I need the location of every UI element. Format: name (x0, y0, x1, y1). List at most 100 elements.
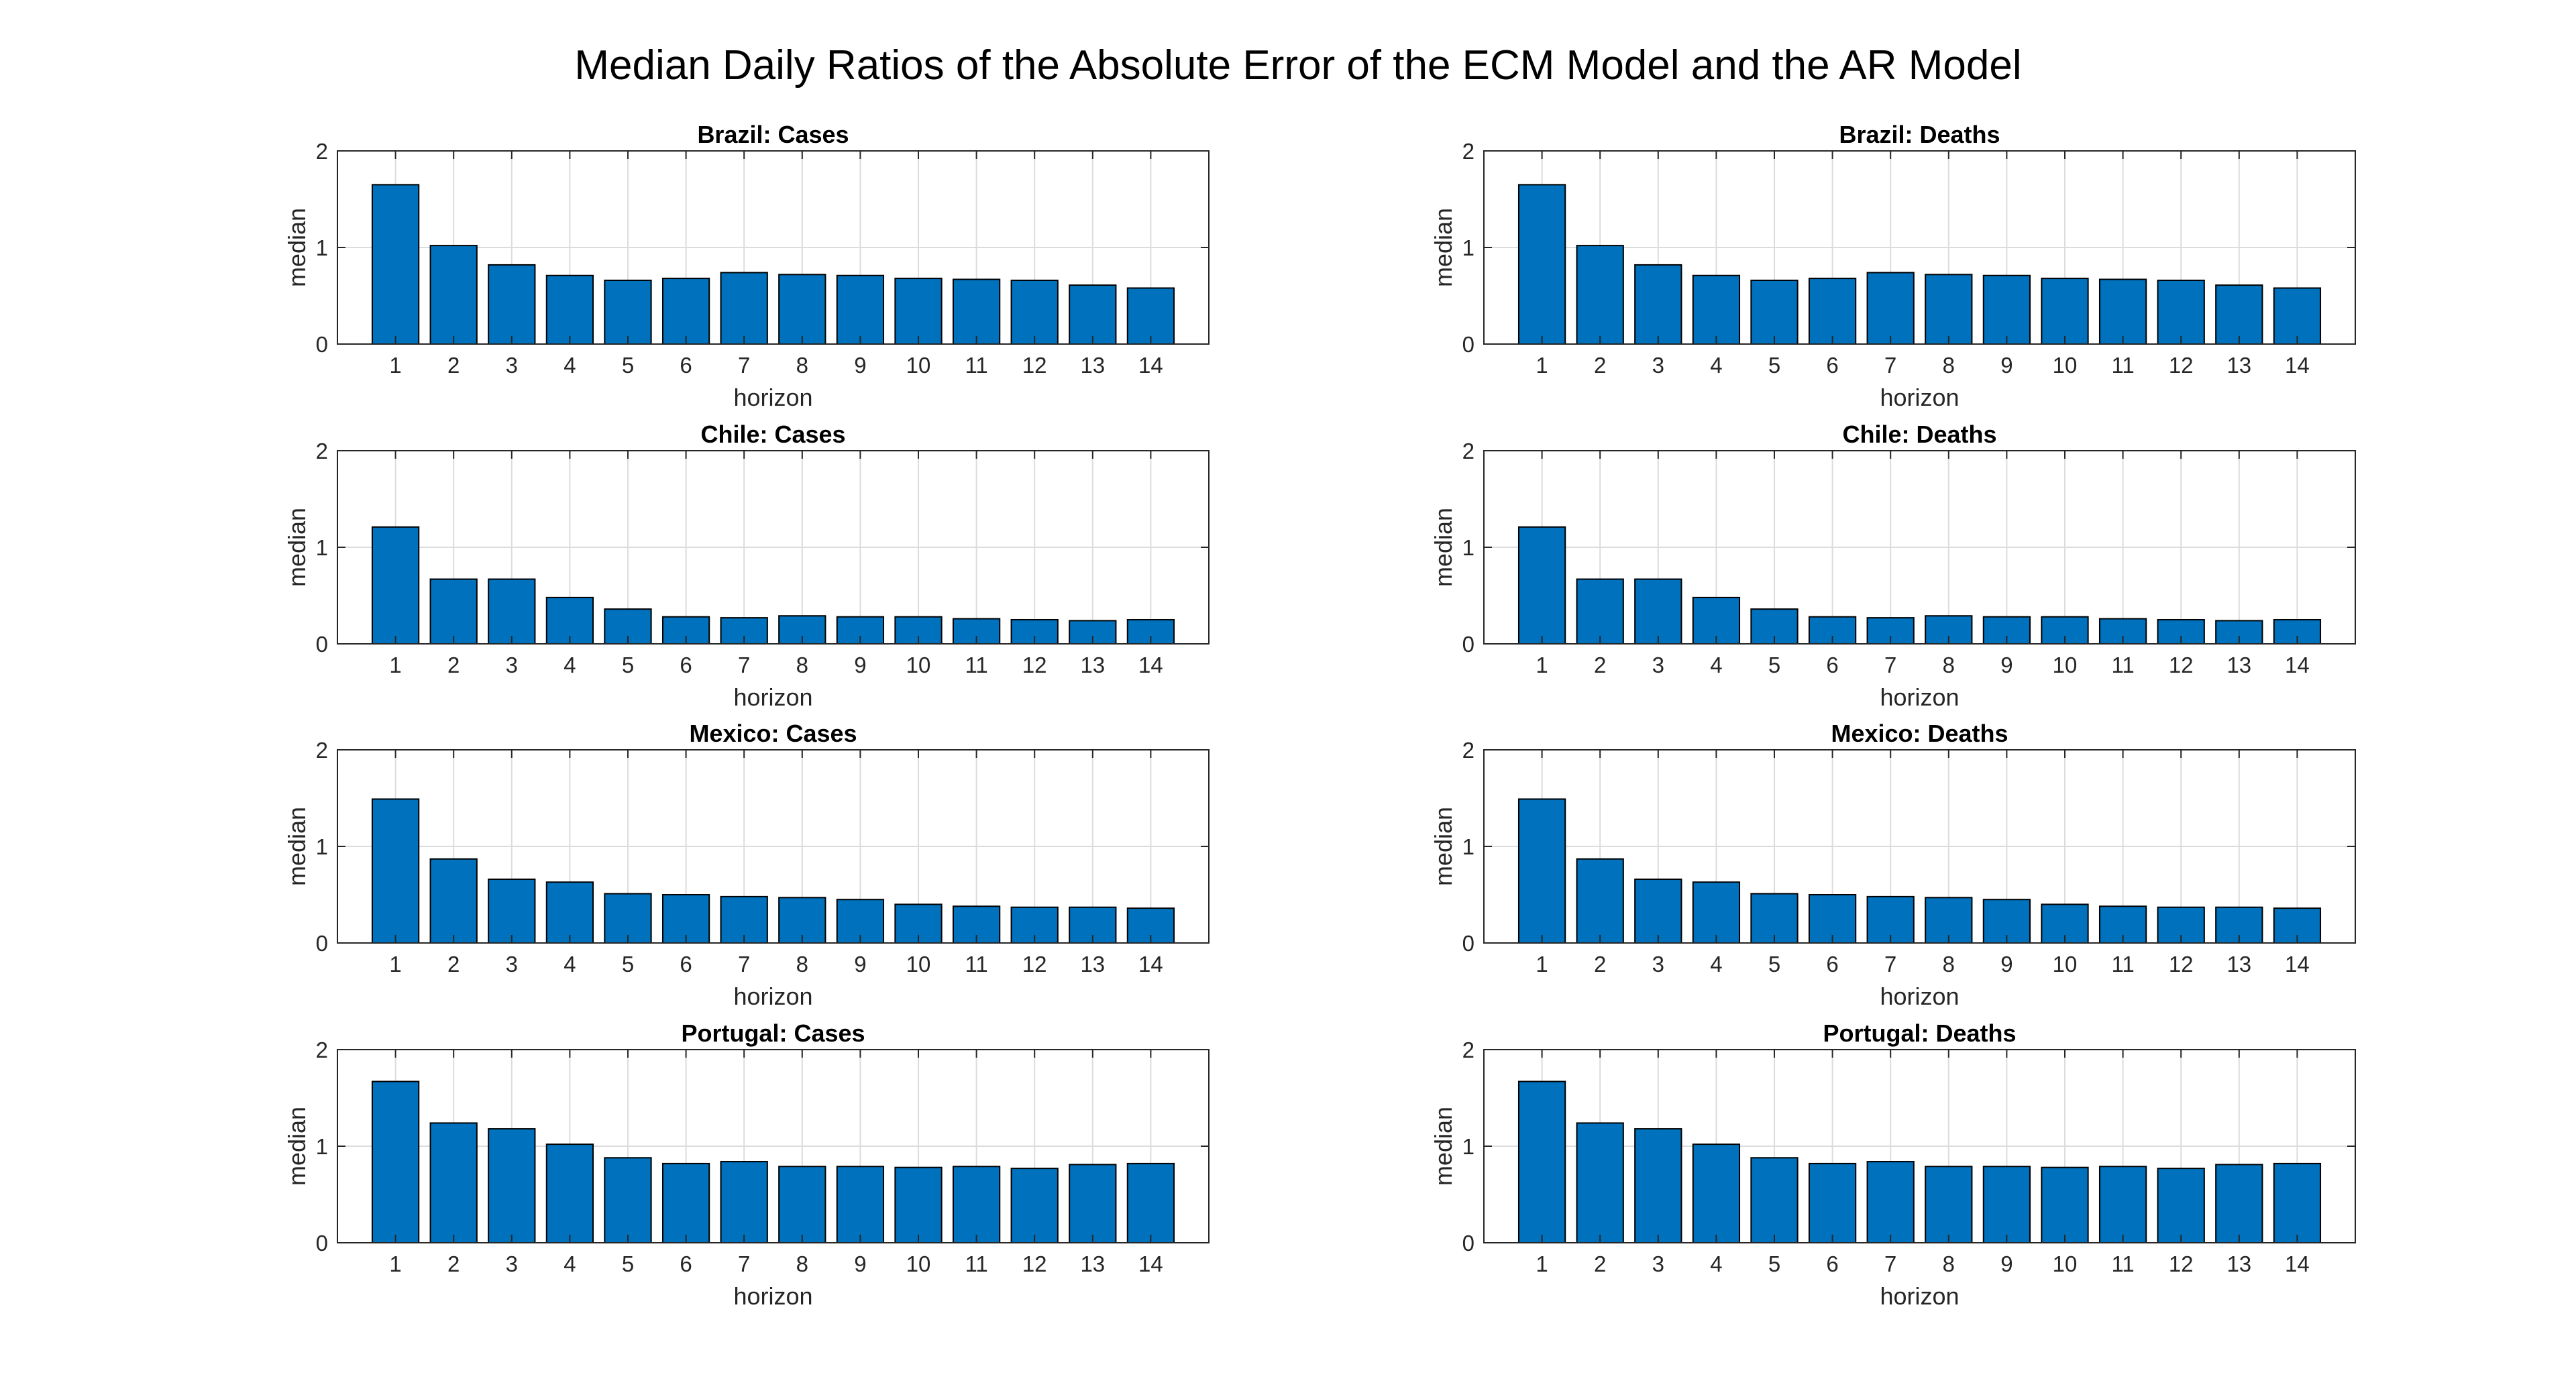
bar (1866, 1161, 1915, 1244)
bar (604, 1157, 652, 1244)
bar (1750, 893, 1799, 944)
bar (371, 798, 420, 944)
x-axis-label: horizon (733, 983, 812, 1010)
x-tick-label: 8 (796, 353, 808, 378)
bar (2215, 284, 2263, 345)
x-tick-label: 6 (680, 1251, 692, 1276)
bar (371, 184, 420, 345)
bar (1576, 578, 1624, 645)
bar (1126, 287, 1175, 345)
bar (1517, 798, 1566, 944)
x-tick-label: 6 (680, 353, 692, 378)
bar (545, 274, 594, 345)
x-tick-label: 10 (906, 653, 931, 677)
bar (1517, 1080, 1566, 1244)
x-tick-label: 9 (2000, 653, 2012, 677)
x-tick-label: 3 (1652, 353, 1664, 378)
x-tick-label: 12 (1022, 353, 1047, 378)
y-tick-label: 1 (1462, 235, 1474, 260)
x-tick-label: 1 (1536, 353, 1548, 378)
x-tick-label: 2 (1594, 952, 1606, 977)
y-tick-label: 2 (316, 1038, 328, 1062)
y-tick-label: 0 (1462, 931, 1474, 956)
y-axis-label: median (1430, 208, 1457, 287)
y-tick-label: 0 (316, 632, 328, 657)
y-axis-label: median (283, 1107, 311, 1186)
x-tick-label: 12 (2169, 1251, 2194, 1276)
bar (1576, 245, 1624, 345)
subplot-title: Mexico: Deaths (1831, 720, 2008, 747)
x-tick-label: 13 (2226, 1251, 2251, 1276)
y-tick-label: 2 (316, 738, 328, 763)
bar (1925, 274, 1973, 345)
x-tick-label: 5 (1768, 353, 1780, 378)
y-tick-label: 2 (1462, 139, 1474, 164)
x-tick-label: 7 (1884, 1251, 1896, 1276)
x-tick-label: 10 (2053, 952, 2078, 977)
x-axis-label: horizon (733, 384, 812, 411)
y-tick-label: 1 (316, 535, 328, 560)
x-tick-label: 9 (854, 353, 866, 378)
x-tick-label: 1 (389, 353, 401, 378)
y-axis-label: median (1430, 807, 1457, 886)
x-tick-label: 12 (2169, 952, 2194, 977)
x-axis-label: horizon (1880, 683, 1959, 711)
bar (2041, 278, 2089, 345)
bar (1692, 881, 1741, 944)
bar (1982, 274, 2031, 345)
x-tick-label: 3 (1652, 952, 1664, 977)
y-tick-label: 0 (316, 332, 328, 357)
bar (894, 1166, 943, 1244)
y-axis-label: median (283, 508, 311, 587)
subplot-title: Brazil: Deaths (1839, 121, 2000, 148)
x-tick-label: 4 (1710, 653, 1722, 677)
x-tick-label: 7 (738, 1251, 750, 1276)
bar (836, 274, 885, 345)
bar (488, 1128, 536, 1243)
x-tick-label: 1 (389, 952, 401, 977)
y-tick-label: 0 (1462, 332, 1474, 357)
subplot-title: Portugal: Deaths (1823, 1019, 2016, 1047)
bar (720, 272, 768, 345)
x-tick-label: 10 (2053, 1251, 2078, 1276)
y-tick-label: 1 (1462, 1134, 1474, 1159)
x-tick-label: 12 (1022, 1251, 1047, 1276)
x-tick-label: 5 (622, 653, 634, 677)
subplot-title: Chile: Cases (700, 421, 845, 448)
bar (488, 578, 536, 645)
x-tick-label: 7 (738, 353, 750, 378)
x-tick-label: 10 (906, 952, 931, 977)
x-tick-label: 5 (622, 1251, 634, 1276)
x-tick-label: 4 (564, 952, 576, 977)
y-axis-label: median (1430, 508, 1457, 587)
subplot-title: Portugal: Cases (681, 1019, 865, 1047)
x-tick-label: 4 (1710, 1251, 1722, 1276)
x-tick-label: 9 (854, 952, 866, 977)
x-tick-label: 7 (1884, 653, 1896, 677)
bar (604, 279, 652, 345)
x-tick-label: 3 (506, 353, 518, 378)
y-tick-label: 0 (1462, 1231, 1474, 1256)
y-tick-label: 1 (1462, 535, 1474, 560)
bar (1634, 578, 1682, 645)
subplot-title: Mexico: Cases (689, 720, 857, 747)
bar (2215, 1164, 2263, 1243)
x-tick-label: 11 (2111, 353, 2134, 378)
bar (1750, 1157, 1799, 1244)
x-tick-label: 13 (2226, 653, 2251, 677)
x-tick-label: 14 (1138, 1251, 1163, 1276)
bar (836, 1166, 885, 1243)
x-tick-label: 8 (1943, 1251, 1955, 1276)
x-axis-label: horizon (733, 683, 812, 711)
x-tick-label: 11 (2111, 1251, 2134, 1276)
x-tick-label: 2 (447, 1251, 460, 1276)
x-tick-label: 1 (389, 1251, 401, 1276)
x-tick-label: 13 (1080, 353, 1105, 378)
y-tick-label: 0 (1462, 632, 1474, 657)
x-tick-label: 13 (1080, 952, 1105, 977)
bar (1010, 1168, 1059, 1243)
